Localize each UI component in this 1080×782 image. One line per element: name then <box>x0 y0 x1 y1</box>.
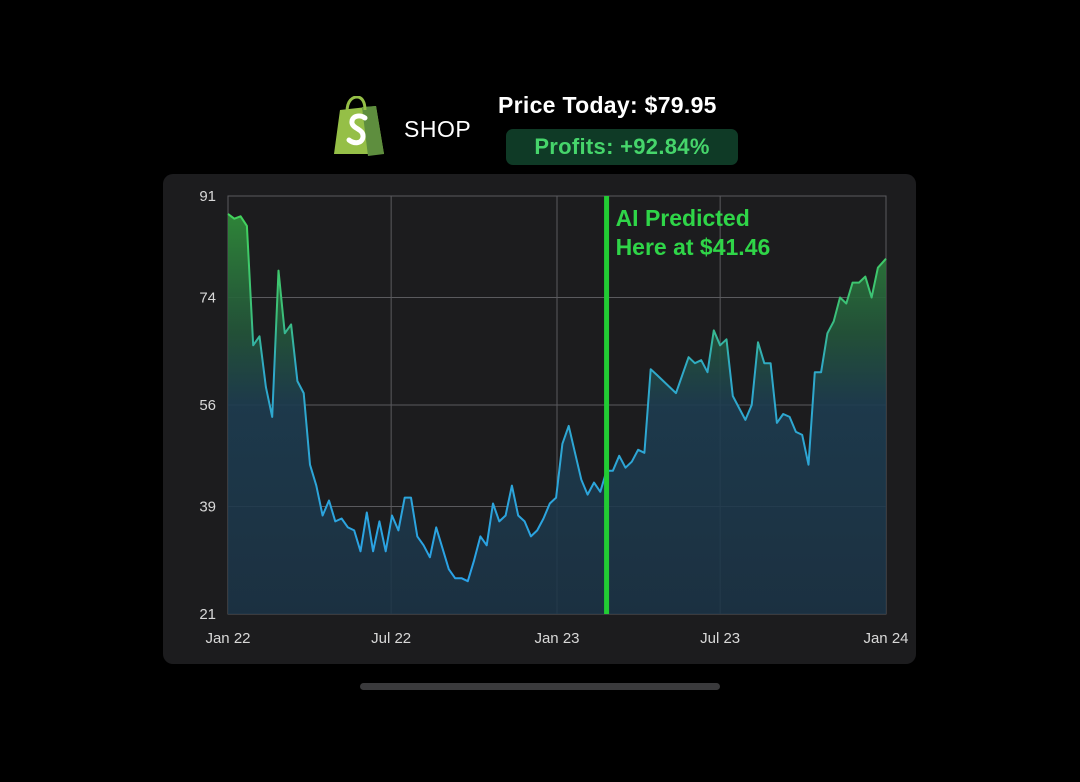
annotation-line-1: AI Predicted <box>616 205 750 231</box>
home-indicator <box>360 683 720 690</box>
profits-text: Profits: +92.84% <box>534 134 710 159</box>
y-tick-label: 56 <box>199 397 216 414</box>
price-chart: AI Predicted Here at $41.46 91 74 56 39 21 Jan… <box>199 188 908 647</box>
axis-ticks: 91 74 56 39 21 Jan 22 Jul 22 Jan 23 Jul 23 Jan 24 <box>199 188 908 647</box>
price-today: Price Today: $79.95 <box>498 92 717 118</box>
y-tick-label: 74 <box>199 290 216 307</box>
chart-panel: AI Predicted Here at $41.46 91 74 56 39 21 Jan… <box>163 174 916 664</box>
shopify-bag-icon <box>334 96 384 156</box>
area-path <box>228 213 886 614</box>
y-tick-label: 91 <box>199 188 216 205</box>
annotation-line-2: Here at $41.46 <box>616 234 771 260</box>
y-tick-label: 21 <box>199 606 216 623</box>
x-tick-label: Jan 23 <box>534 630 579 647</box>
x-tick-label: Jul 22 <box>371 630 411 647</box>
ticker-symbol: SHOP <box>404 116 472 142</box>
y-tick-label: 39 <box>199 499 216 516</box>
header: SHOP Price Today: $79.95 Profits: +92.84… <box>0 0 1080 170</box>
profits-badge: Profits: +92.84% <box>506 129 738 165</box>
price-line <box>227 213 887 583</box>
x-tick-label: Jan 22 <box>205 630 250 647</box>
x-tick-label: Jul 23 <box>700 630 740 647</box>
price-line-path <box>227 213 887 583</box>
prediction-marker: AI Predicted Here at $41.46 <box>604 196 771 614</box>
area-fill <box>228 213 886 614</box>
x-tick-label: Jan 24 <box>863 630 908 647</box>
